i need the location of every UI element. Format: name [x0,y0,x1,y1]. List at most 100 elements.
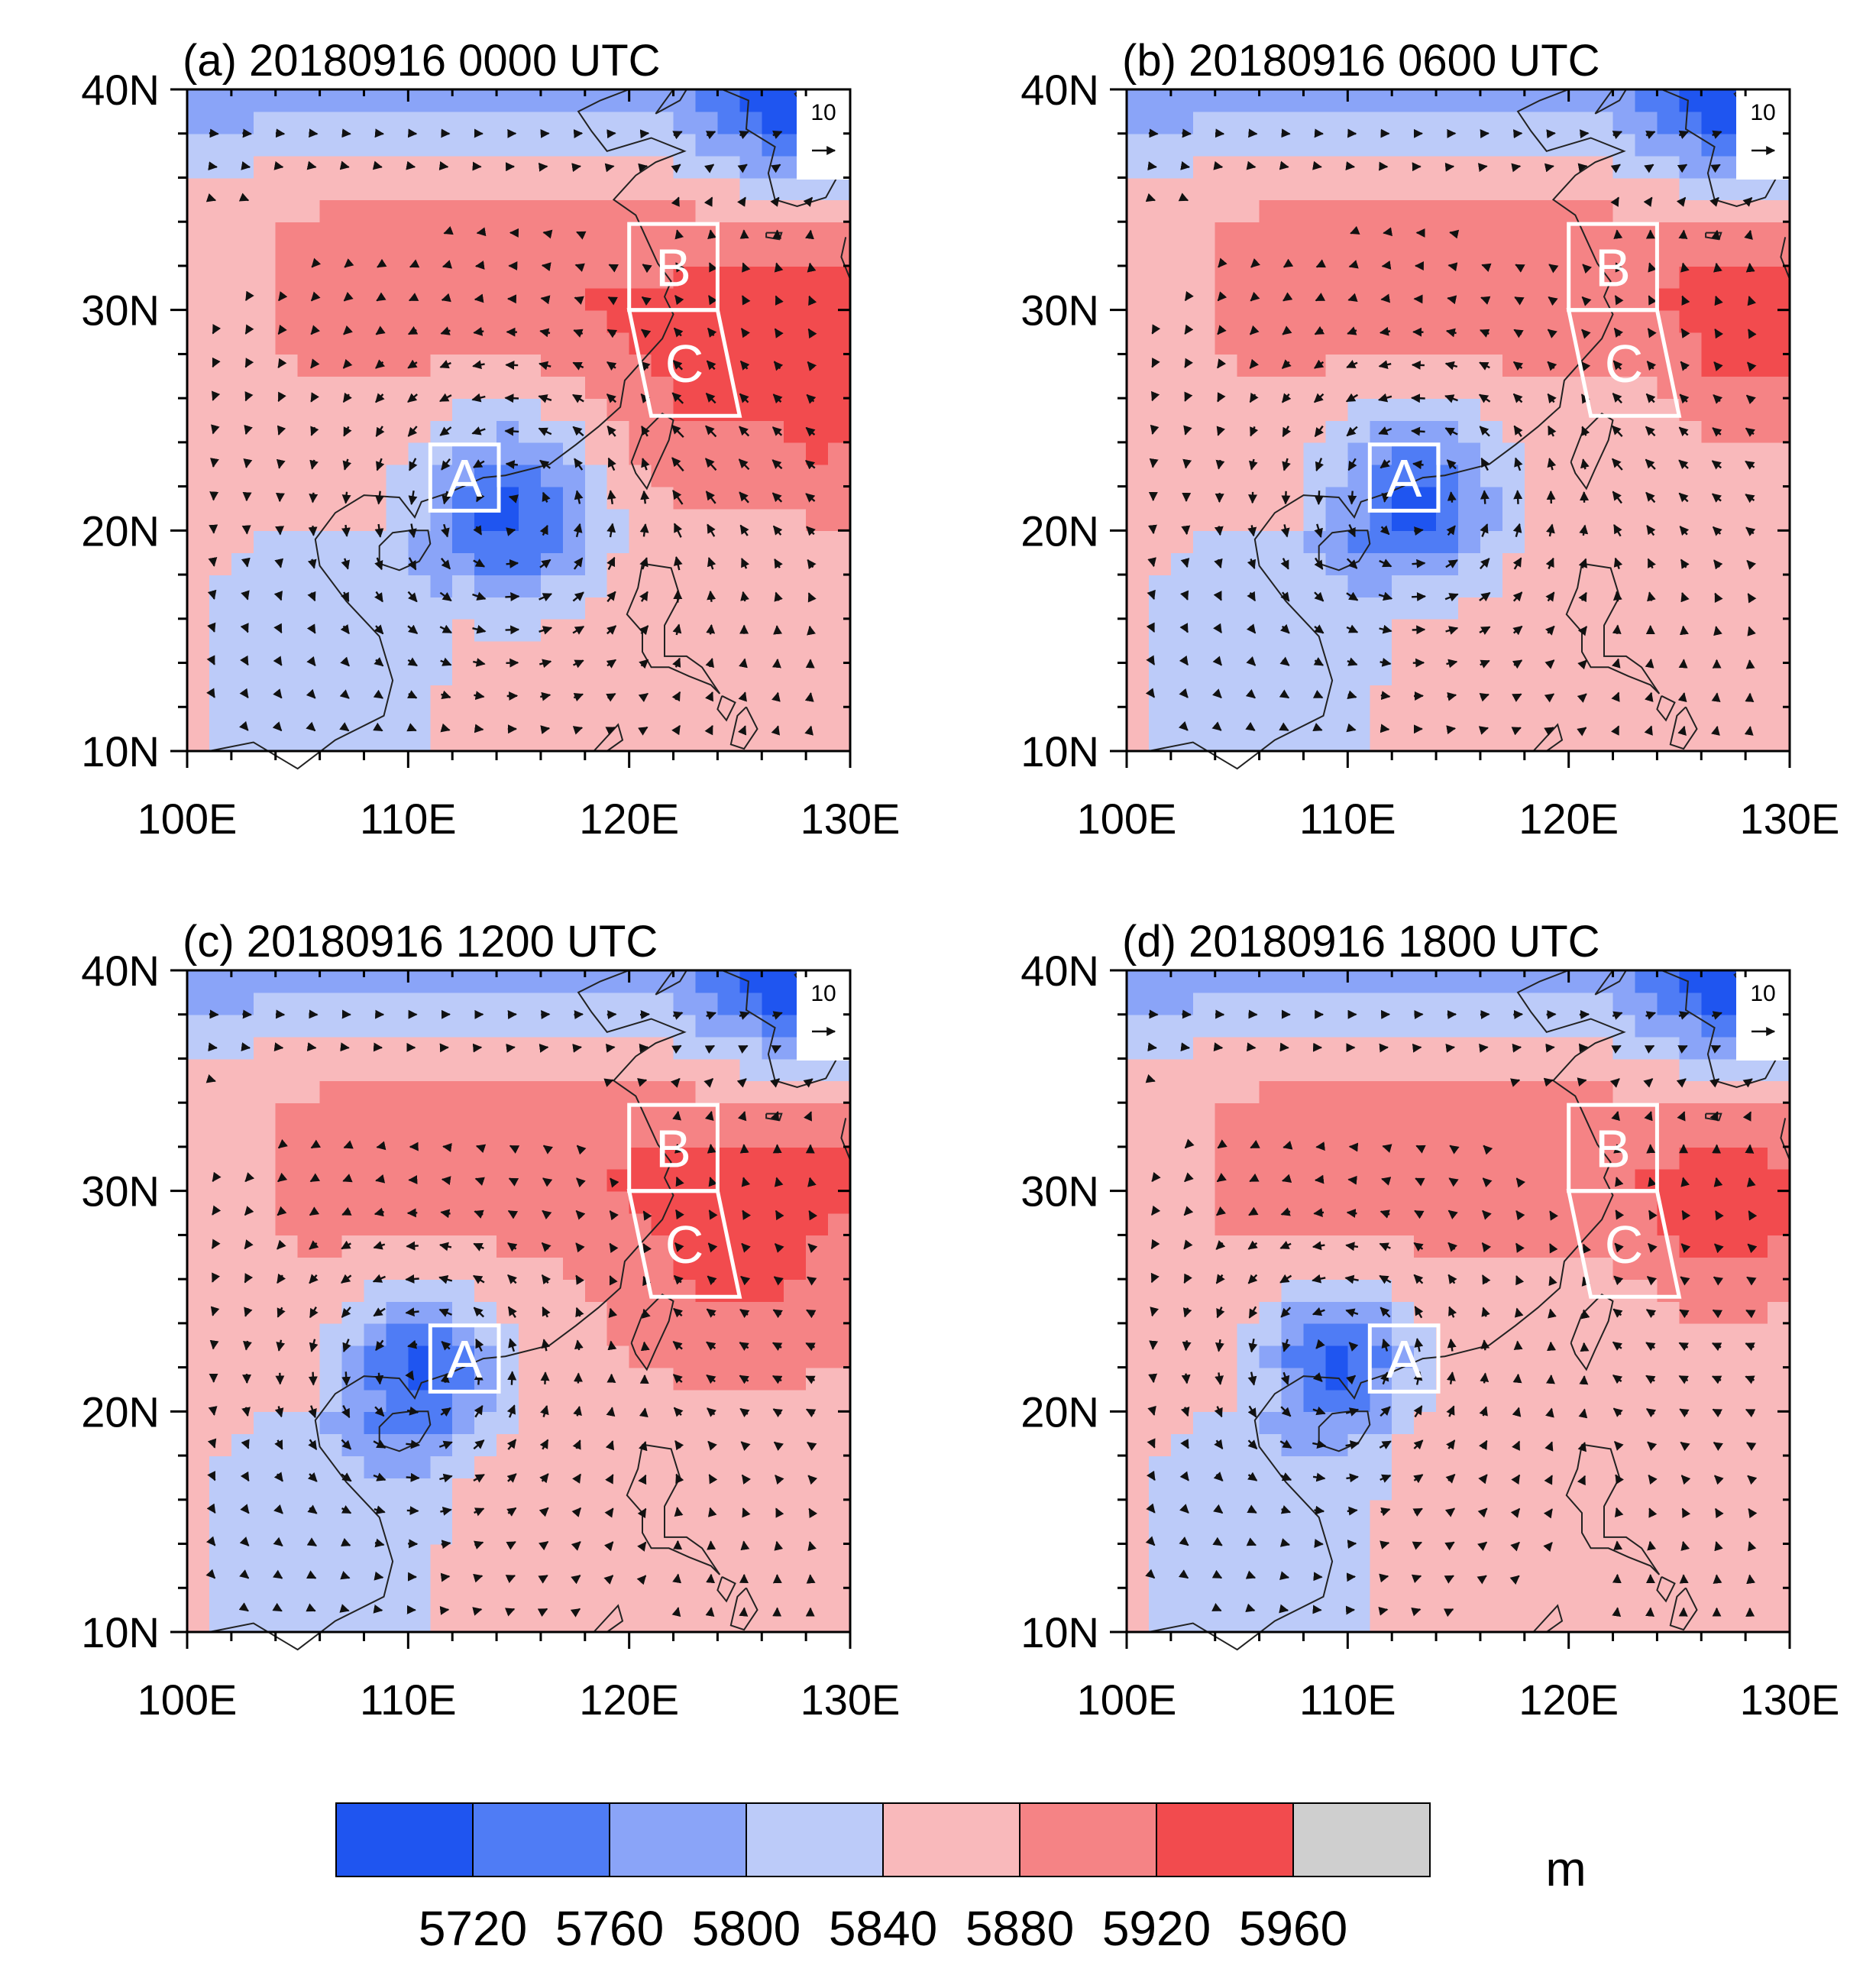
field-cell [1723,1235,1746,1258]
field-cell [386,332,409,355]
field-cell [1547,1213,1570,1236]
field-cell [828,1390,851,1413]
field-cell [784,332,807,355]
field-cell [1149,1301,1172,1324]
field-cell [1657,992,1680,1015]
field-cell [1171,310,1194,333]
field-cell [629,442,652,465]
field-cell [496,398,519,421]
field-cell [231,420,254,443]
field-cell [1591,487,1614,510]
field-cell [1635,509,1658,532]
field-cell [1370,112,1392,134]
field-cell [1701,1588,1724,1611]
field-cell [1723,332,1746,355]
field-cell [1458,1566,1481,1588]
field-cell [408,134,431,157]
field-cell [739,442,762,465]
field-cell [1127,1147,1150,1170]
field-cell [519,663,542,686]
field-cell [1502,199,1525,222]
field-cell [1768,199,1790,222]
field-cell [1149,1368,1172,1391]
field-cell [1260,992,1282,1015]
field-cell [1436,575,1459,597]
field-cell [1260,244,1282,267]
field-cell [519,1257,542,1280]
field-cell [474,1080,497,1103]
field-cell [386,1323,409,1346]
field-cell [1171,1345,1194,1368]
field-cell [541,1125,564,1148]
field-cell [1679,1125,1702,1148]
field-cell [1458,398,1481,421]
field-cell [784,376,807,399]
field-cell [806,530,829,553]
field-cell [1436,1169,1459,1192]
field-cell [1414,376,1437,399]
field-cell [541,1015,564,1038]
field-cell [1392,663,1415,686]
field-cell [1657,597,1680,620]
wind-vector [1283,1576,1289,1578]
field-cell [1193,1323,1216,1346]
field-cell [739,1169,762,1192]
field-cell [784,420,807,443]
field-cell [1215,970,1238,993]
field-cell [1370,1147,1392,1170]
field-cell [1547,1544,1570,1567]
field-cell [1480,1456,1503,1478]
field-cell [762,509,784,532]
field-cell [1127,707,1150,730]
field-cell [1171,1037,1194,1060]
field-cell [739,1059,762,1082]
field-cell [1149,641,1172,664]
field-cell [187,1345,210,1368]
field-cell [496,1125,519,1148]
field-cell [474,89,497,112]
field-cell [187,1390,210,1413]
field-cell [1392,89,1415,112]
x-tick-label: 100E [1077,795,1177,843]
field-cell [1171,552,1194,575]
field-cell [474,310,497,333]
field-cell [1347,707,1370,730]
field-cell [806,1588,829,1611]
field-cell [1679,1566,1702,1588]
field-cell [1768,332,1790,355]
field-cell [1635,442,1658,465]
field-cell [496,992,519,1015]
field-cell [1325,398,1348,421]
field-cell [231,552,254,575]
field-cell [1502,1257,1525,1280]
field-cell [496,729,519,752]
field-cell [784,1456,807,1478]
field-cell [1679,244,1702,267]
wind-vector [1451,492,1453,502]
field-cell [1392,575,1415,597]
field-cell [209,530,232,553]
field-cell [1701,332,1724,355]
field-cell [806,1411,829,1434]
field-cell [519,1169,542,1192]
field-cell [1436,156,1459,179]
field-cell [1745,1191,1768,1214]
field-cell [386,663,409,686]
field-cell [1723,1257,1746,1280]
field-cell [1768,1411,1790,1434]
field-cell [254,1059,277,1082]
field-cell [452,1433,475,1456]
field-cell [629,1588,652,1611]
field-cell [231,1169,254,1192]
field-cell [452,1610,475,1633]
field-cell [1436,1301,1459,1324]
field-cell [1547,1191,1570,1214]
field-cell [342,266,365,289]
field-cell [541,641,564,664]
field-cell [563,487,586,510]
field-cell [828,1588,851,1611]
field-cell [762,1037,784,1060]
field-cell [629,112,652,134]
field-cell [1657,266,1680,289]
